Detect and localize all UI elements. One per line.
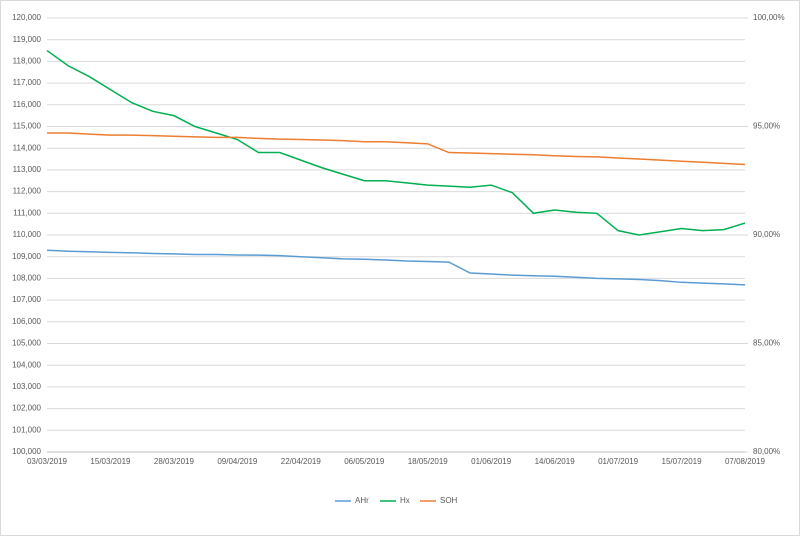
x-tick-label: 14/06/2019: [535, 457, 576, 466]
y2-tick-label: 85,00%: [753, 339, 780, 348]
series-line: [47, 132, 746, 166]
x-tick-label: 18/05/2019: [408, 457, 449, 466]
y-tick-label: 100,000: [12, 447, 41, 456]
legend-label: SOH: [440, 496, 458, 505]
legend-label: Hx: [400, 496, 410, 505]
y-tick-label: 106,000: [12, 317, 41, 326]
x-tick-label: 15/07/2019: [662, 457, 703, 466]
y-tick-label: 103,000: [12, 382, 41, 391]
y-tick-label: 114,000: [13, 143, 42, 152]
y-tick-label: 107,000: [12, 295, 41, 304]
series-line: [46, 249, 746, 286]
y-tick-label: 111,000: [13, 208, 41, 217]
y2-tick-label: 90,00%: [753, 230, 780, 239]
y-tick-label: 108,000: [12, 274, 41, 283]
y-tick-label: 119,000: [13, 35, 42, 44]
y2-tick-label: 95,00%: [753, 122, 780, 131]
x-tick-label: 01/07/2019: [598, 457, 639, 466]
x-tick-label: 15/03/2019: [90, 457, 131, 466]
x-tick-label: 22/04/2019: [281, 457, 322, 466]
y-tick-label: 120,000: [12, 13, 41, 22]
x-tick-label: 06/05/2019: [344, 457, 385, 466]
series-line: [46, 49, 746, 236]
y2-tick-label: 80,00%: [753, 447, 780, 456]
x-tick-label: 07/08/2019: [725, 457, 766, 466]
y-tick-label: 102,000: [12, 404, 41, 413]
y-tick-label: 101,000: [12, 425, 41, 434]
x-tick-label: 03/03/2019: [27, 457, 68, 466]
y-tick-label: 115,000: [13, 122, 42, 131]
legend-label: AHr: [355, 496, 369, 505]
y-tick-label: 117,000: [13, 78, 42, 87]
y-tick-label: 116,000: [13, 100, 42, 109]
y-tick-label: 112,000: [13, 187, 42, 196]
y-tick-label: 109,000: [12, 252, 41, 261]
y-tick-label: 113,000: [13, 165, 42, 174]
y-tick-label: 105,000: [12, 339, 41, 348]
x-tick-label: 09/04/2019: [217, 457, 258, 466]
x-tick-label: 28/03/2019: [154, 457, 195, 466]
y-tick-label: 110,000: [13, 230, 42, 239]
y-tick-label: 118,000: [13, 57, 42, 66]
x-tick-label: 01/06/2019: [471, 457, 512, 466]
y-tick-label: 104,000: [12, 360, 41, 369]
y2-tick-label: 100,00%: [753, 13, 785, 22]
